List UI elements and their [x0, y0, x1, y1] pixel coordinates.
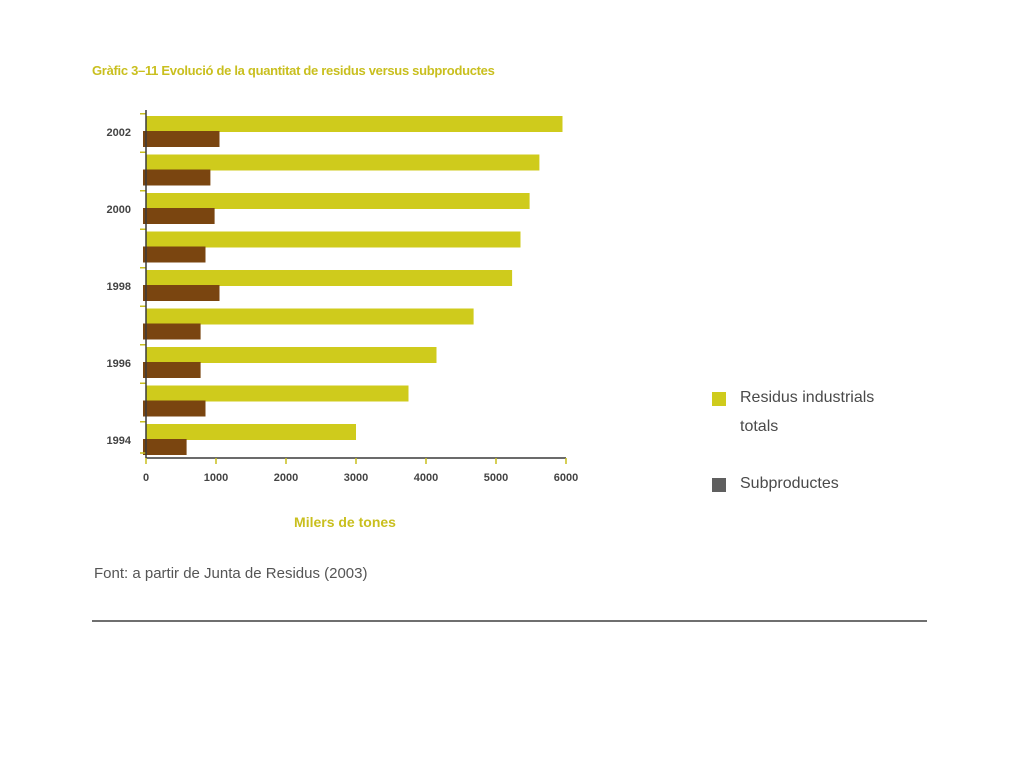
x-tick-label-6000: 6000: [554, 472, 578, 484]
bar-residus-2002: [146, 116, 563, 132]
bar-subproductes-1998: [143, 285, 220, 301]
bar-subproductes-1995: [143, 400, 206, 417]
legend-item-residus: Residus industrials totals: [712, 389, 874, 441]
bar-subproductes-1997: [143, 323, 201, 340]
y-tick-label-1994: 1994: [107, 435, 132, 447]
source-note: Font: a partir de Junta de Residus (2003…: [94, 565, 368, 582]
x-tick-label-5000: 5000: [484, 472, 508, 484]
legend-item-subproductes: Subproductes: [712, 475, 839, 498]
bar-subproductes-1996: [143, 362, 201, 378]
chart-title: Gràfic 3–11 Evolució de la quantitat de …: [92, 63, 495, 78]
x-tick-label-1000: 1000: [204, 472, 228, 484]
legend-label-line1: Residus industrials: [740, 389, 875, 406]
footer-divider: [92, 620, 927, 622]
bar-residus-1995: [146, 385, 409, 402]
y-tick-label-1998: 1998: [107, 281, 131, 293]
legend-label-line2: totals: [740, 418, 779, 435]
bar-chart: 2002 2000 1998 1996 1994 0 1000 2000 3000 4000 500…: [107, 110, 578, 530]
x-tick-label-4000: 4000: [414, 472, 438, 484]
y-tick-label-2002: 2002: [107, 127, 131, 139]
legend-swatch-subproductes: [712, 478, 726, 492]
axis-layer: 2002 2000 1998 1996 1994 0 1000 2000 3000 4000 500…: [107, 110, 578, 484]
bar-residus-2000: [146, 193, 530, 209]
legend-label-residus: Residus industrials totals: [740, 383, 874, 441]
x-tick-label-3000: 3000: [344, 472, 368, 484]
bar-residus-1999: [146, 231, 521, 248]
bar-residus-1994: [146, 424, 356, 440]
bar-subproductes-1994: [143, 439, 187, 455]
x-tick-label-0: 0: [143, 472, 149, 484]
y-tick-label-2000: 2000: [107, 204, 131, 216]
bars-layer: [143, 116, 563, 455]
bar-residus-1997: [146, 308, 474, 325]
bar-subproductes-2000: [143, 208, 215, 224]
legend-swatch-residus: [712, 392, 726, 406]
x-axis-title: Milers de tones: [294, 514, 396, 530]
y-tick-label-1996: 1996: [107, 358, 131, 370]
bar-subproductes-1999: [143, 246, 206, 263]
bar-residus-2001: [146, 154, 540, 171]
x-tick-label-2000: 2000: [274, 472, 298, 484]
bar-subproductes-2001: [143, 169, 211, 186]
bar-residus-1996: [146, 347, 437, 363]
legend-label-subproductes: Subproductes: [740, 475, 839, 492]
bar-subproductes-2002: [143, 131, 220, 147]
bar-residus-1998: [146, 270, 513, 286]
